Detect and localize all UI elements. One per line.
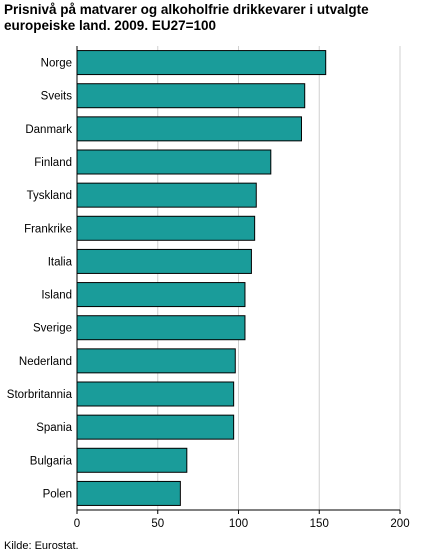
category-label: Nederland	[19, 356, 72, 368]
bar-chart: Norge Sveits Danmark Finland Tyskland Frankri…	[7, 46, 410, 530]
category-label: Finland	[34, 157, 72, 169]
category-label: Danmark	[25, 124, 72, 136]
bar-island	[76, 282, 246, 308]
x-tick-labels: 0 50 100 150 200	[74, 518, 410, 530]
bar-tyskland	[76, 182, 257, 208]
bar-finland	[76, 149, 272, 175]
x-tick-label: 150	[310, 518, 329, 530]
category-label: Tyskland	[27, 190, 72, 202]
bar-sverige	[76, 315, 246, 341]
chart-title: Prisnivå på matvarer og alkoholfrie drik…	[4, 2, 369, 33]
category-label: Frankrike	[24, 223, 72, 235]
bar-italia	[76, 248, 252, 274]
category-label: Italia	[48, 256, 73, 268]
bar-polen	[76, 480, 181, 506]
bar-danmark	[76, 116, 302, 142]
gridlines	[157, 46, 401, 510]
category-label: Storbritannia	[7, 389, 73, 401]
source-note: Kilde: Eurostat.	[4, 540, 79, 552]
x-axis	[76, 46, 401, 514]
category-label: Sveits	[41, 91, 73, 103]
category-label: Sverige	[33, 323, 72, 335]
category-label: Spania	[36, 422, 72, 434]
x-tick-label: 50	[151, 518, 164, 530]
bar-frankrike	[76, 215, 256, 241]
category-label: Island	[41, 290, 72, 302]
x-tick-label: 100	[229, 518, 248, 530]
bar-norge	[76, 50, 327, 76]
category-label: Bulgaria	[30, 455, 73, 467]
category-label: Norge	[41, 58, 72, 70]
bars	[76, 50, 327, 506]
x-tick-label: 0	[74, 518, 80, 530]
x-tick-label: 200	[390, 518, 409, 530]
bar-sveits	[76, 83, 306, 109]
category-label: Polen	[43, 488, 72, 500]
bar-storbritannia	[76, 381, 235, 407]
bar-spania	[76, 414, 235, 440]
bar-bulgaria	[76, 447, 188, 473]
bar-nederland	[76, 348, 236, 374]
category-labels: Norge Sveits Danmark Finland Tyskland Frankri…	[7, 58, 73, 501]
